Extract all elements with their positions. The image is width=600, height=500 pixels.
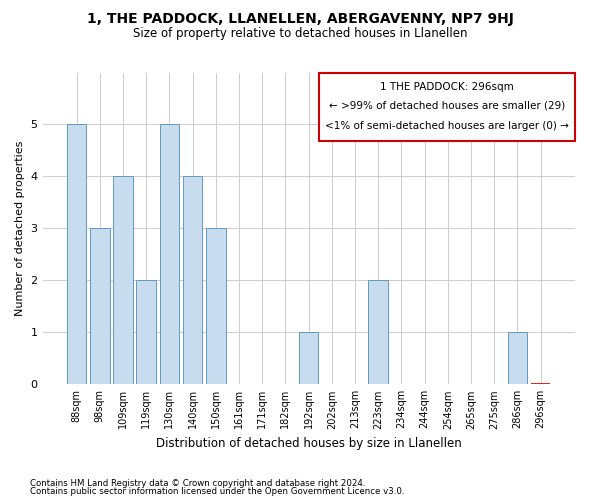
Text: ← >99% of detached houses are smaller (29): ← >99% of detached houses are smaller (2… bbox=[329, 100, 565, 110]
Bar bbox=[90, 228, 110, 384]
Y-axis label: Number of detached properties: Number of detached properties bbox=[15, 140, 25, 316]
Bar bbox=[183, 176, 202, 384]
Bar bbox=[160, 124, 179, 384]
Bar bbox=[206, 228, 226, 384]
Text: Size of property relative to detached houses in Llanellen: Size of property relative to detached ho… bbox=[133, 28, 467, 40]
Bar bbox=[67, 124, 86, 384]
Bar bbox=[113, 176, 133, 384]
Text: Contains public sector information licensed under the Open Government Licence v3: Contains public sector information licen… bbox=[30, 487, 404, 496]
Bar bbox=[368, 280, 388, 384]
Bar bbox=[508, 332, 527, 384]
Text: 1, THE PADDOCK, LLANELLEN, ABERGAVENNY, NP7 9HJ: 1, THE PADDOCK, LLANELLEN, ABERGAVENNY, … bbox=[86, 12, 514, 26]
FancyBboxPatch shape bbox=[319, 72, 575, 141]
Text: Contains HM Land Registry data © Crown copyright and database right 2024.: Contains HM Land Registry data © Crown c… bbox=[30, 478, 365, 488]
Text: <1% of semi-detached houses are larger (0) →: <1% of semi-detached houses are larger (… bbox=[325, 121, 569, 131]
Text: 1 THE PADDOCK: 296sqm: 1 THE PADDOCK: 296sqm bbox=[380, 82, 514, 92]
Bar bbox=[299, 332, 319, 384]
Bar bbox=[136, 280, 156, 384]
X-axis label: Distribution of detached houses by size in Llanellen: Distribution of detached houses by size … bbox=[156, 437, 461, 450]
